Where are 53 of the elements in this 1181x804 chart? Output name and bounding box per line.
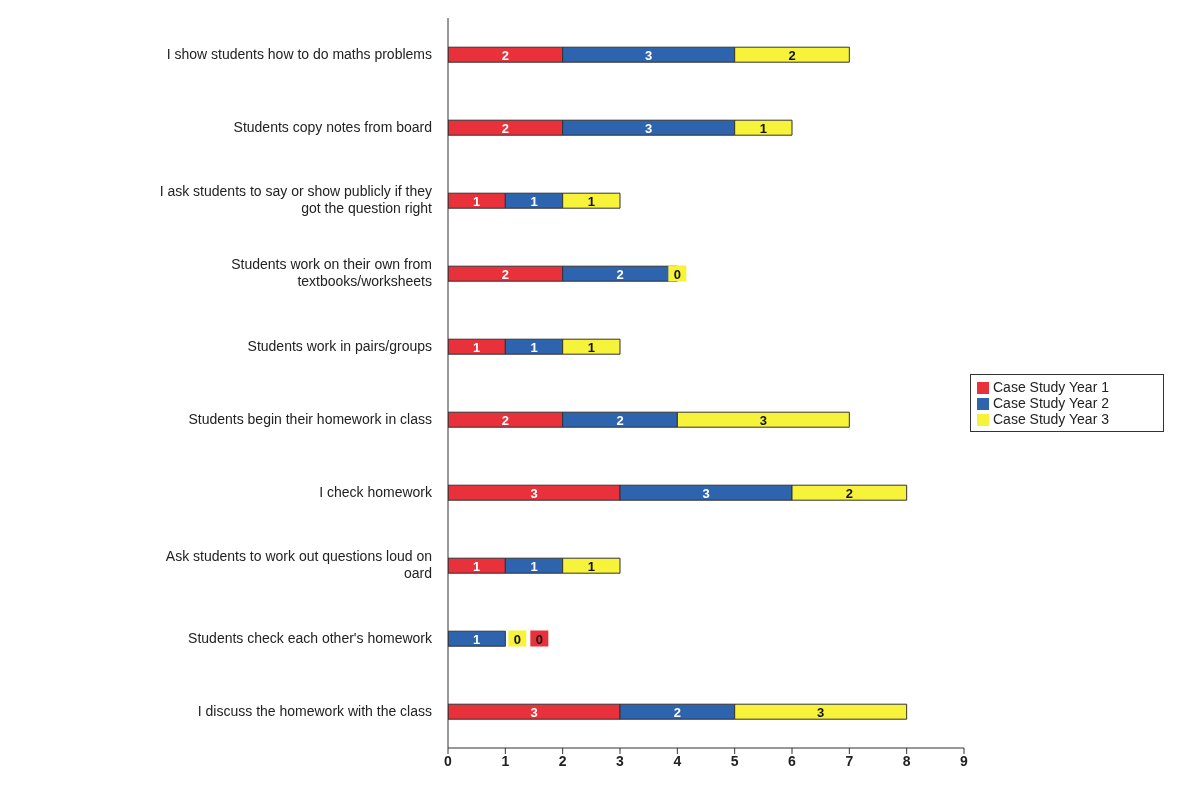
x-tick-label: 4 — [673, 752, 682, 769]
x-tick-label: 0 — [444, 752, 453, 769]
data-label: 1 — [587, 193, 595, 209]
legend-label: Case Study Year 2 — [993, 395, 1109, 411]
y-tick-label: Students check each other's homework — [188, 629, 433, 646]
data-label: 1 — [759, 120, 767, 136]
data-label: 3 — [759, 412, 767, 428]
y-tick-label: Students work in pairs/groups — [247, 337, 432, 354]
data-label: 2 — [845, 485, 853, 501]
data-label: 3 — [817, 704, 825, 720]
data-label: 1 — [530, 558, 538, 574]
data-label: 1 — [530, 193, 538, 209]
y-tick-label: I check homework — [319, 483, 433, 500]
data-label: 3 — [530, 704, 538, 720]
x-tick-label: 6 — [788, 752, 797, 769]
data-label: 1 — [473, 339, 481, 355]
x-tick-label: 1 — [501, 752, 510, 769]
y-tick-label: Students work on their own from textbooks/worksheets — [231, 255, 432, 289]
data-label: 1 — [473, 558, 481, 574]
data-label: 2 — [501, 266, 509, 282]
data-label: 2 — [501, 120, 509, 136]
x-tick-label: 9 — [960, 752, 969, 769]
y-tick-label: I discuss the homework with the class — [197, 702, 432, 719]
y-tick-label: I show students how to do maths problems — [166, 45, 432, 62]
x-tick-label: 2 — [558, 752, 567, 769]
legend-label: Case Study Year 3 — [993, 411, 1109, 427]
y-tick-label: I ask students to say or show publicly if they got the question right — [159, 182, 433, 216]
y-tick-label: Students begin their homework in class — [188, 410, 432, 427]
data-label: 3 — [702, 485, 710, 501]
x-tick-label: 3 — [616, 752, 625, 769]
data-label: 2 — [788, 47, 796, 63]
data-label: 2 — [673, 704, 681, 720]
legend-label: Case Study Year 1 — [993, 379, 1109, 395]
data-label: 1 — [587, 339, 595, 355]
data-label: 3 — [645, 47, 653, 63]
y-tick-label: Ask students to work out questions loud on oard — [165, 547, 432, 581]
data-label: 1 — [530, 339, 538, 355]
data-label: 3 — [530, 485, 538, 501]
data-label: 1 — [473, 193, 481, 209]
data-label: 0 — [673, 266, 681, 282]
data-label: 0 — [535, 631, 543, 647]
data-label: 1 — [473, 631, 481, 647]
data-label: 2 — [501, 412, 509, 428]
data-label: 2 — [501, 47, 509, 63]
data-label: 3 — [645, 120, 653, 136]
x-tick-label: 5 — [730, 752, 739, 769]
x-tick-label: 7 — [845, 752, 854, 769]
data-label: 2 — [616, 266, 624, 282]
data-label: 1 — [587, 558, 595, 574]
data-label: 0 — [513, 631, 521, 647]
x-tick-label: 8 — [902, 752, 911, 769]
data-label: 2 — [616, 412, 624, 428]
y-tick-label: Students copy notes from board — [233, 118, 432, 135]
